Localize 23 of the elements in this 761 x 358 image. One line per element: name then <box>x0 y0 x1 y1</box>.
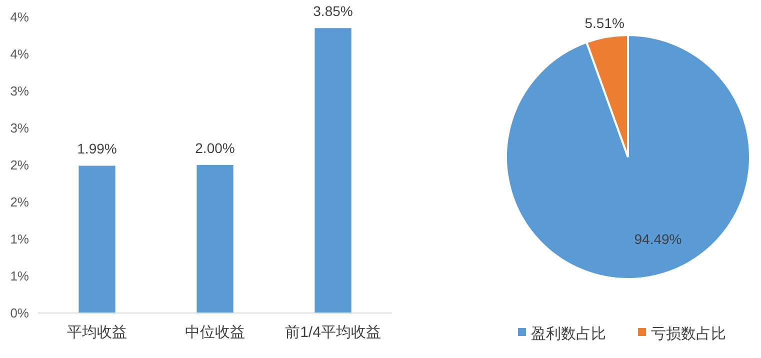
y-tick-label: 4% <box>10 46 30 62</box>
y-tick-label: 3% <box>10 120 30 136</box>
data-label: 94.49% <box>634 230 682 247</box>
pie-slice <box>505 34 751 280</box>
x-tick-label: 前1/4平均收益 <box>285 324 381 341</box>
data-label: 5.51% <box>584 14 624 31</box>
y-tick-label: 1% <box>10 232 30 247</box>
data-label: 1.99% <box>77 140 117 157</box>
legend-label: 盈利数占比 <box>531 325 606 342</box>
x-tick-label: 中位收益 <box>185 324 245 341</box>
y-tick-label: 2% <box>10 158 30 173</box>
x-tick-label: 平均收益 <box>67 324 127 341</box>
bar <box>78 166 116 313</box>
y-tick-label: 4% <box>10 10 30 25</box>
bar <box>196 165 234 313</box>
y-tick-label: 2% <box>10 194 30 210</box>
legend-label: 亏损数占比 <box>651 325 726 342</box>
y-tick-label: 1% <box>10 268 30 284</box>
data-label: 2.00% <box>195 140 235 156</box>
y-tick-label: 0% <box>10 306 30 321</box>
bar <box>314 28 352 313</box>
data-label: 3.85% <box>313 3 353 20</box>
y-tick-label: 3% <box>10 84 30 99</box>
